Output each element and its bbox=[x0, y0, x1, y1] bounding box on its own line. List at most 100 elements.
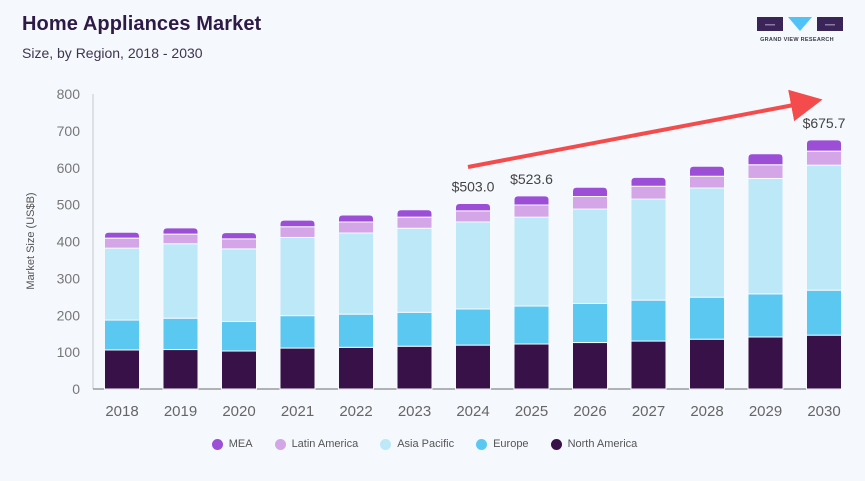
bar-segment-asia-pacific bbox=[162, 243, 199, 319]
bar-segment-europe bbox=[396, 311, 433, 347]
legend-item-europe: Europe bbox=[476, 438, 529, 450]
bar-segment-north-america bbox=[338, 346, 374, 390]
grand-view-research-logo-icon bbox=[757, 17, 843, 31]
bar-segment-europe bbox=[279, 315, 316, 349]
bar-segment-latin-america bbox=[455, 210, 491, 223]
bar-segment-latin-america bbox=[104, 237, 140, 249]
legend-dot-icon bbox=[211, 438, 223, 450]
bar-segment-north-america bbox=[513, 343, 550, 390]
legend-dot-icon bbox=[380, 438, 392, 450]
bar-segment-mea bbox=[455, 203, 491, 212]
legend-item-north-america: North America bbox=[550, 438, 638, 450]
bar-segment-north-america bbox=[455, 344, 491, 390]
bar-segment-north-america bbox=[396, 345, 433, 390]
bar-segment-north-america bbox=[572, 342, 608, 390]
bar-segment-latin-america bbox=[630, 185, 667, 200]
legend: MEA Latin America Asia Pacific Europe North … bbox=[0, 438, 857, 450]
bar-stack-2028 bbox=[689, 165, 725, 390]
y-tick-label: 400 bbox=[57, 234, 81, 250]
bar-stack-2029 bbox=[747, 153, 784, 390]
y-tick-label: 500 bbox=[57, 197, 81, 213]
x-axis: 2018 2019 2020 2021 2022 2023 2024 2025 2026 2027… bbox=[105, 403, 840, 420]
y-tick-label: 0 bbox=[72, 381, 80, 397]
bar-segment-europe bbox=[630, 299, 667, 342]
bar-stack-2024 bbox=[455, 203, 491, 390]
y-tick-label: 300 bbox=[57, 270, 81, 286]
y-tick-label: 200 bbox=[57, 307, 81, 323]
bar-segment-mea bbox=[162, 227, 199, 235]
bar-segment-mea bbox=[513, 195, 550, 206]
bar-segment-north-america bbox=[630, 340, 667, 390]
bar-segment-north-america bbox=[279, 347, 316, 390]
bar-stack-2026 bbox=[572, 186, 608, 390]
bar-stack-2030 bbox=[806, 139, 842, 390]
bars bbox=[104, 139, 842, 390]
bar-stack-2027 bbox=[630, 176, 667, 390]
bar-segment-latin-america bbox=[396, 216, 433, 229]
bar-segment-asia-pacific bbox=[221, 248, 257, 323]
bar-segment-europe bbox=[455, 308, 491, 346]
bar-segment-asia-pacific bbox=[689, 187, 725, 298]
x-tick-label: 2018 bbox=[105, 403, 138, 420]
bar-segment-europe bbox=[689, 296, 725, 340]
bar-segment-asia-pacific bbox=[572, 208, 608, 304]
bar-segment-europe bbox=[104, 319, 140, 351]
bar-segment-mea bbox=[279, 219, 316, 228]
x-tick-label: 2026 bbox=[573, 403, 606, 420]
y-tick-label: 700 bbox=[57, 123, 81, 139]
x-tick-label: 2021 bbox=[281, 403, 314, 420]
legend-item-mea: MEA bbox=[211, 438, 253, 450]
bar-segment-europe bbox=[747, 293, 784, 338]
legend-label: North America bbox=[567, 438, 638, 450]
bar-segment-north-america bbox=[747, 336, 784, 390]
bar-segment-north-america bbox=[162, 349, 199, 390]
bar-stack-2022 bbox=[338, 214, 374, 390]
total-label: $675.7 bbox=[803, 115, 846, 131]
bar-segment-mea bbox=[104, 231, 140, 239]
bar-segment-asia-pacific bbox=[104, 247, 140, 321]
x-tick-label: 2027 bbox=[632, 403, 665, 420]
bar-segment-north-america bbox=[689, 338, 725, 390]
legend-label: Latin America bbox=[291, 438, 359, 450]
y-axis-label: Market Size (US$B) bbox=[25, 192, 37, 289]
bar-segment-latin-america bbox=[513, 204, 550, 218]
total-label: $503.0 bbox=[452, 179, 495, 195]
bar-segment-asia-pacific bbox=[747, 177, 784, 295]
bar-segment-mea bbox=[630, 176, 667, 187]
legend-item-asia-pacific: Asia Pacific bbox=[380, 438, 454, 450]
bar-segment-asia-pacific bbox=[455, 221, 491, 310]
bar-segment-asia-pacific bbox=[806, 164, 842, 291]
bar-segment-europe bbox=[221, 321, 257, 352]
bar-stack-2019 bbox=[162, 227, 199, 390]
chart-title: Home Appliances Market bbox=[22, 13, 262, 35]
y-tick-label: 600 bbox=[57, 160, 81, 176]
bar-segment-latin-america bbox=[747, 164, 784, 179]
bar-segment-mea bbox=[806, 139, 842, 152]
bar-segment-latin-america bbox=[338, 221, 374, 234]
bar-segment-asia-pacific bbox=[396, 227, 433, 313]
bar-stack-2021 bbox=[279, 219, 316, 390]
bar-stack-2020 bbox=[221, 232, 257, 390]
bar-segment-mea bbox=[572, 186, 608, 198]
logo-text: GRAND VIEW RESEARCH bbox=[760, 37, 834, 43]
legend-label: MEA bbox=[228, 438, 253, 450]
legend-dot-icon bbox=[476, 438, 488, 450]
legend-dot-icon bbox=[274, 438, 286, 450]
bar-segment-asia-pacific bbox=[338, 232, 374, 315]
bar-segment-asia-pacific bbox=[630, 198, 667, 301]
bar-stack-2023 bbox=[396, 209, 433, 390]
bar-segment-mea bbox=[221, 232, 257, 240]
legend-dot-icon bbox=[550, 438, 562, 450]
bar-segment-mea bbox=[747, 153, 784, 166]
x-tick-label: 2029 bbox=[749, 403, 782, 420]
x-tick-label: 2025 bbox=[515, 403, 548, 420]
x-tick-label: 2022 bbox=[339, 403, 372, 420]
bar-segment-latin-america bbox=[689, 175, 725, 189]
bar-segment-latin-america bbox=[162, 233, 199, 245]
y-tick-label: 800 bbox=[57, 86, 81, 102]
x-tick-label: 2020 bbox=[222, 403, 255, 420]
bar-segment-europe bbox=[806, 289, 842, 336]
bar-stack-2018 bbox=[104, 231, 140, 390]
legend-label: Asia Pacific bbox=[397, 438, 455, 450]
